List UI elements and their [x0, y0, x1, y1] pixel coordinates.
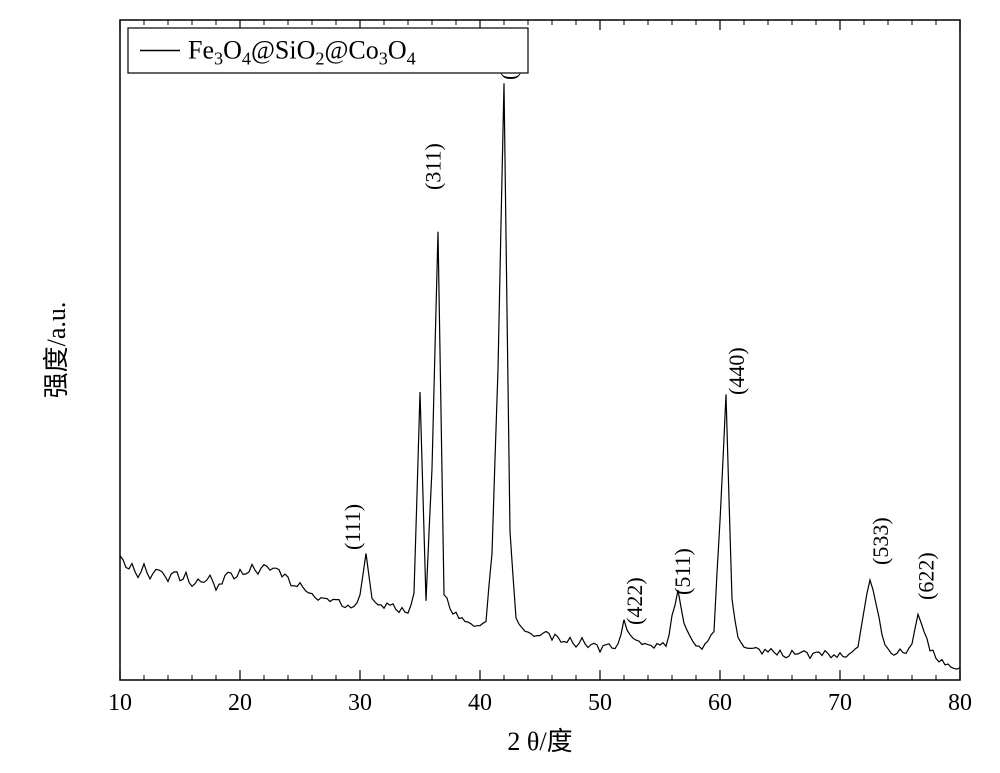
- x-tick-label: 10: [108, 690, 132, 716]
- x-tick-label: 50: [588, 690, 612, 716]
- x-tick-label: 40: [468, 690, 492, 716]
- peak-label: (511): [670, 548, 695, 595]
- xrd-chart: 10 20 30 40 50 60 70 80 2 θ/度 强度/a.u. (111) (311) (4…: [0, 0, 1000, 773]
- x-tick-label: 60: [708, 690, 732, 716]
- xrd-line: [120, 83, 960, 669]
- x-tick-label: 80: [948, 690, 972, 716]
- peak-label: (533): [868, 517, 893, 565]
- peak-label: (440): [724, 347, 749, 395]
- y-axis-label: 强度/a.u.: [42, 302, 71, 399]
- peak-label: (311): [420, 143, 445, 190]
- chart-svg: 10 20 30 40 50 60 70 80 2 θ/度 强度/a.u. (111) (311) (4…: [0, 0, 1000, 773]
- plot-border: [120, 20, 960, 680]
- x-axis-label: 2 θ/度: [507, 727, 572, 756]
- x-tick-label: 70: [828, 690, 852, 716]
- peak-label: (622): [914, 552, 939, 600]
- peak-label: (111): [340, 504, 365, 550]
- peak-label: (422): [622, 577, 647, 625]
- x-tick-label: 30: [348, 690, 372, 716]
- x-tick-label: 20: [228, 690, 252, 716]
